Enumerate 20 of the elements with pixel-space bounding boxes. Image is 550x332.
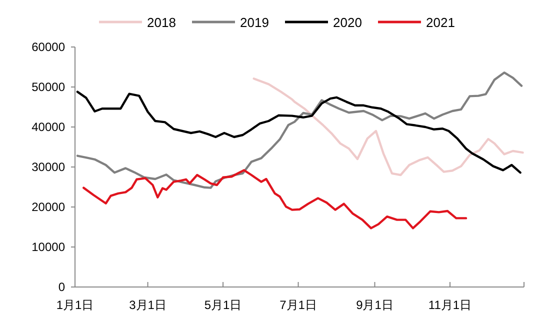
y-tick-label: 60000: [32, 40, 66, 54]
legend-label: 2021: [426, 15, 455, 30]
y-tick-label: 20000: [32, 200, 66, 214]
legend-label: 2019: [240, 15, 269, 30]
x-tick-label: 7月1日: [280, 298, 317, 312]
y-tick-label: 50000: [32, 80, 66, 94]
legend-label: 2020: [333, 15, 362, 30]
x-tick-label: 9月1日: [356, 298, 394, 312]
legend-label: 2018: [147, 15, 176, 30]
y-tick-label: 10000: [32, 240, 66, 254]
x-tick-label: 11月1日: [428, 298, 472, 312]
line-series: [82, 169, 468, 230]
x-tick-label: 3月1日: [129, 298, 166, 312]
line-series: [76, 90, 522, 174]
line-series: [252, 78, 524, 176]
y-tick-label: 30000: [32, 160, 66, 174]
y-tick-label: 40000: [32, 120, 66, 134]
y-tick-label: 0: [58, 280, 66, 294]
x-tick-label: 5月1日: [204, 298, 242, 312]
x-tick-label: 1月1日: [56, 298, 94, 312]
